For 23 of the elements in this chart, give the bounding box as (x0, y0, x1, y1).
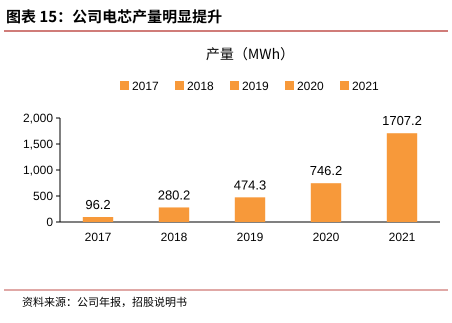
y-tick-label: 0 (46, 215, 54, 229)
legend-label: 2018 (187, 79, 214, 93)
chart-title: 图表 15：公司电芯产量明显提升 (6, 6, 222, 27)
text: 资料来源：公司年报，招股说明书 (22, 294, 187, 310)
legend-label: 2019 (242, 79, 270, 93)
x-tick-label: 2020 (312, 230, 340, 244)
y-tick-label: 500 (32, 189, 54, 203)
data-label: 474.3 (234, 177, 266, 192)
legend-label: 2017 (132, 79, 160, 93)
x-tick-label: 2017 (84, 230, 112, 244)
x-tick-label: 2018 (160, 230, 188, 244)
data-label: 746.2 (310, 163, 342, 178)
x-tick-label: 2021 (388, 230, 416, 244)
data-label: 96.2 (85, 197, 111, 212)
chart-subtitle: 产量（MWh） (206, 44, 294, 64)
y-tick-label: 1,500 (22, 137, 54, 151)
legend-label: 2021 (352, 79, 380, 93)
legend-label: 2020 (297, 79, 324, 93)
y-tick-label: 2,000 (22, 111, 54, 125)
data-label: 1707.2 (382, 113, 422, 128)
x-tick-label: 2019 (236, 230, 264, 244)
data-label: 280.2 (158, 187, 190, 202)
y-tick-label: 1,000 (22, 163, 54, 177)
